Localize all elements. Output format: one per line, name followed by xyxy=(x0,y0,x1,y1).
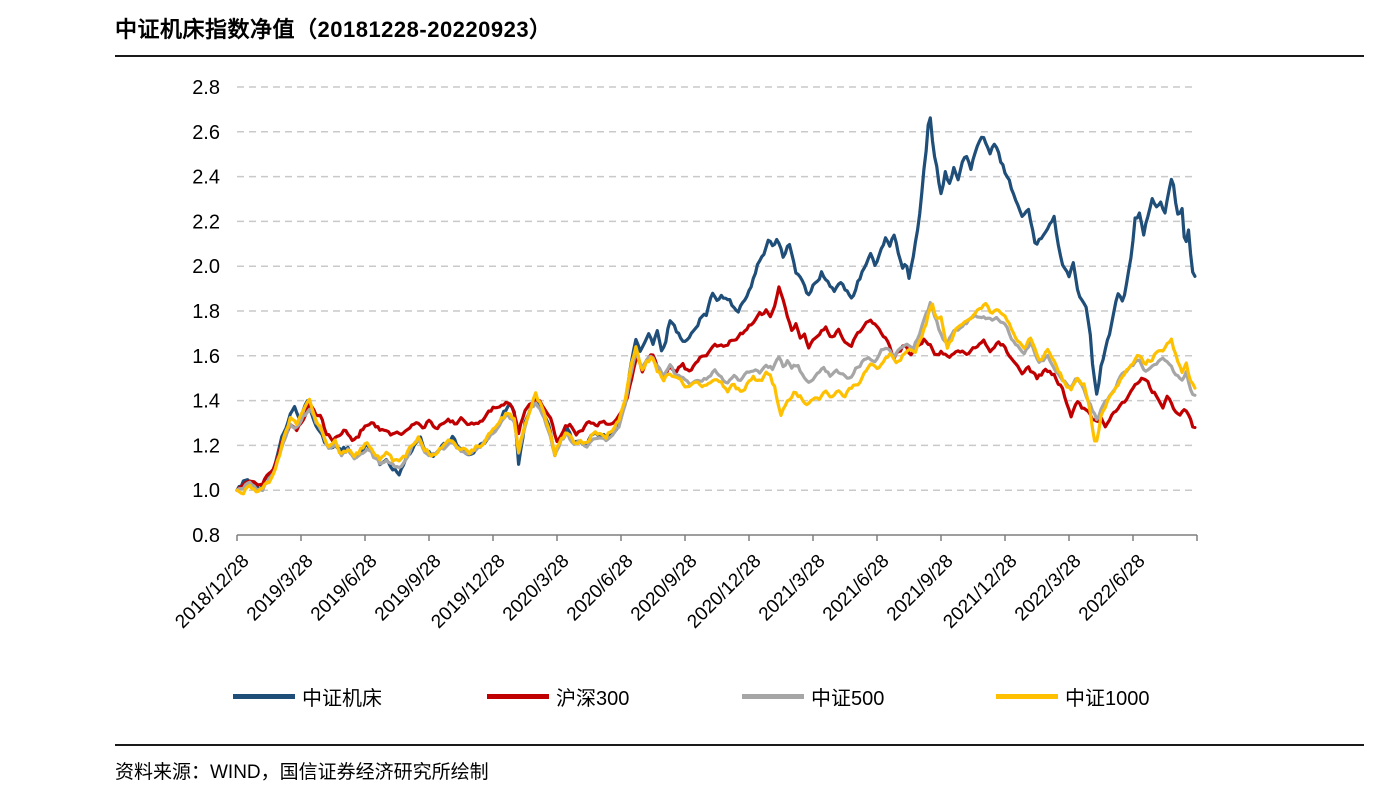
x-axis-label: 2020/3/28 xyxy=(499,551,574,626)
legend-label: 中证500 xyxy=(811,687,885,710)
x-axis-label: 2018/12/28 xyxy=(171,551,253,633)
title-divider xyxy=(115,55,1364,57)
legend-line-swatch-blue xyxy=(233,693,295,699)
x-axis-label: 2019/6/28 xyxy=(307,551,382,626)
legend-item-csi-machine-tool: 中证机床 xyxy=(233,684,382,710)
legend-line-swatch-yellow xyxy=(996,693,1058,699)
y-axis-label: 2.6 xyxy=(192,122,220,144)
x-axis-label: 2019/3/28 xyxy=(243,551,318,626)
x-axis-label: 2021/3/28 xyxy=(755,551,830,626)
x-axis-label: 2021/6/28 xyxy=(819,551,894,626)
footer-divider xyxy=(115,744,1364,746)
series-line-1 xyxy=(235,116,1197,492)
y-axis-label: 1.0 xyxy=(192,480,220,502)
y-axis-label: 2.4 xyxy=(192,167,220,189)
legend-line-swatch-red xyxy=(487,693,549,699)
legend-item-csi300: 沪深300 xyxy=(487,684,630,710)
series-line-2 xyxy=(235,285,1197,492)
x-axis-label: 2022/3/28 xyxy=(1011,551,1086,626)
legend-item-csi500: 中证500 xyxy=(742,684,885,710)
series-line-4 xyxy=(235,301,1197,496)
y-axis-label: 2.8 xyxy=(192,77,220,99)
y-axis-label: 2.0 xyxy=(192,256,220,278)
x-axis-label: 2022/6/28 xyxy=(1075,551,1150,626)
legend-line-swatch-gray xyxy=(742,693,804,699)
legend-label: 沪深300 xyxy=(556,687,630,710)
source-note: 资料来源：WIND，国信证券经济研究所绘制 xyxy=(115,762,489,783)
y-axis-label: 2.2 xyxy=(192,211,220,233)
y-axis-label: 1.2 xyxy=(192,435,220,457)
legend-label: 中证机床 xyxy=(302,687,382,710)
legend-item-csi1000: 中证1000 xyxy=(996,684,1150,710)
y-axis-label: 1.8 xyxy=(192,301,220,323)
y-axis-label: 1.6 xyxy=(192,346,220,368)
series-line-3 xyxy=(235,300,1197,493)
y-axis-label: 1.4 xyxy=(192,391,220,413)
chart-title: 中证机床指数净值（20181228-20220923） xyxy=(115,17,552,42)
y-axis-label: 0.8 xyxy=(192,525,220,547)
legend-label: 中证1000 xyxy=(1065,687,1150,710)
x-axis-label: 2020/6/28 xyxy=(563,551,638,626)
